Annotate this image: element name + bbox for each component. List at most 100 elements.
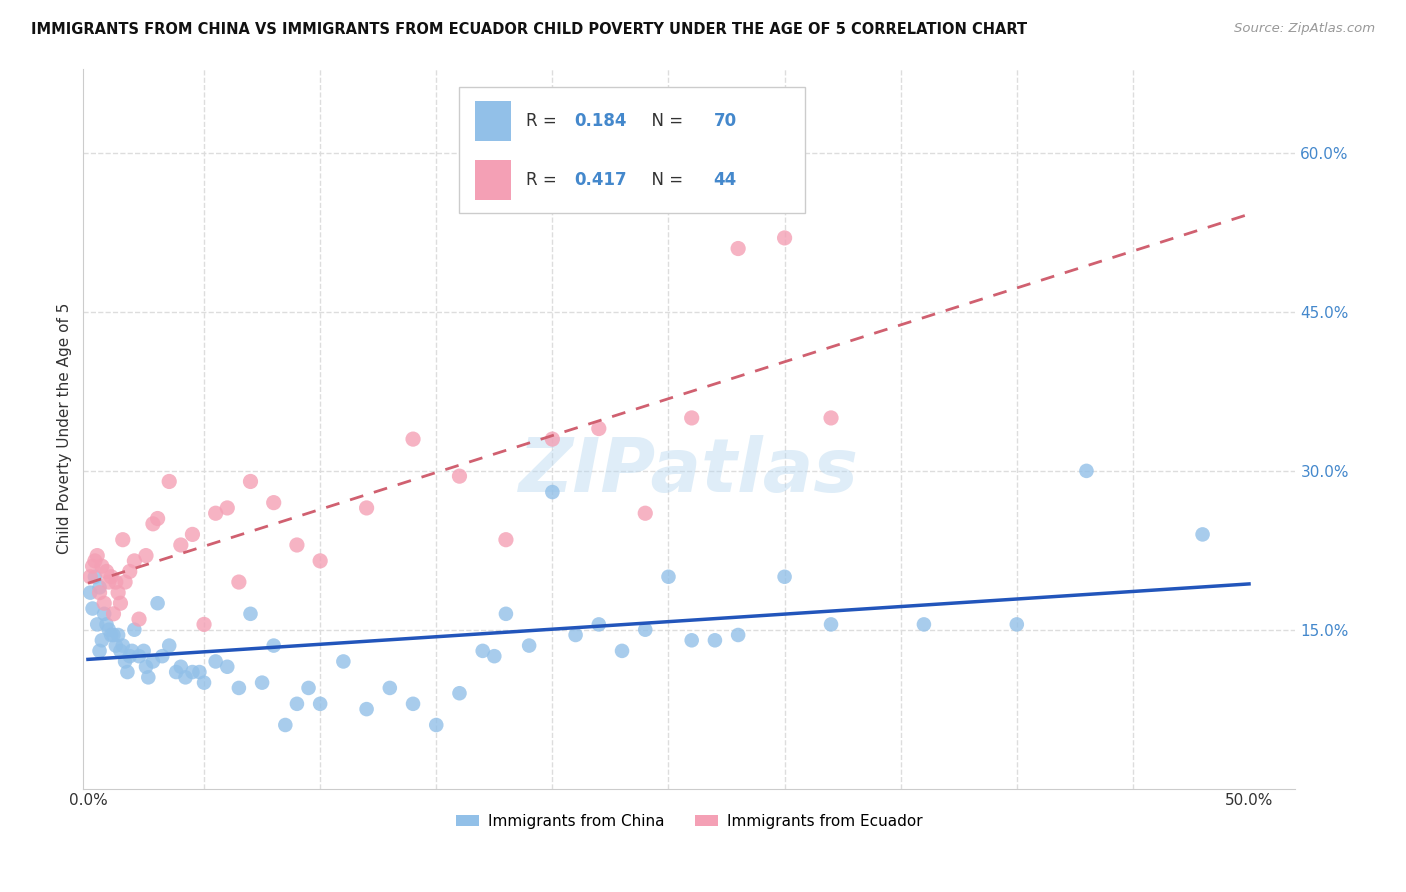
- Point: [97, 575, 120, 590]
- Point: [378, 681, 401, 695]
- Point: [193, 675, 215, 690]
- Point: [181, 527, 204, 541]
- Point: [703, 633, 725, 648]
- Point: [425, 718, 447, 732]
- Point: [471, 644, 494, 658]
- Point: [449, 469, 471, 483]
- Point: [132, 644, 155, 658]
- Point: [136, 670, 159, 684]
- Point: [228, 575, 250, 590]
- Point: [250, 675, 273, 690]
- Point: [104, 575, 127, 590]
- Text: R =: R =: [526, 171, 562, 189]
- Point: [517, 639, 540, 653]
- Point: [332, 655, 354, 669]
- Point: [89, 580, 111, 594]
- Point: [110, 644, 132, 658]
- Text: R =: R =: [526, 112, 562, 130]
- Point: [228, 681, 250, 695]
- Point: [285, 538, 308, 552]
- Point: [157, 475, 180, 489]
- Point: [150, 649, 173, 664]
- Point: [727, 628, 749, 642]
- Point: [820, 411, 842, 425]
- Point: [588, 617, 610, 632]
- Point: [170, 538, 193, 552]
- Point: [83, 554, 105, 568]
- Text: 44: 44: [714, 171, 737, 189]
- Point: [103, 628, 125, 642]
- Point: [402, 432, 425, 446]
- Point: [204, 655, 226, 669]
- Point: [274, 718, 297, 732]
- Point: [117, 665, 139, 679]
- Point: [121, 644, 143, 658]
- Point: [773, 570, 796, 584]
- Point: [564, 628, 586, 642]
- Text: N =: N =: [641, 171, 689, 189]
- Point: [146, 596, 169, 610]
- FancyBboxPatch shape: [475, 161, 512, 200]
- Point: [165, 665, 187, 679]
- Point: [124, 554, 146, 568]
- Point: [193, 617, 215, 632]
- Point: [142, 655, 165, 669]
- Point: [610, 644, 633, 658]
- Point: [681, 411, 703, 425]
- Point: [111, 533, 134, 547]
- Point: [114, 655, 136, 669]
- Point: [118, 649, 141, 664]
- Point: [634, 623, 657, 637]
- Point: [727, 242, 749, 256]
- Point: [170, 659, 193, 673]
- Point: [588, 421, 610, 435]
- Point: [90, 633, 112, 648]
- Point: [912, 617, 935, 632]
- Point: [107, 585, 129, 599]
- Point: [83, 570, 105, 584]
- Legend: Immigrants from China, Immigrants from Ecuador: Immigrants from China, Immigrants from E…: [450, 807, 929, 835]
- Point: [1005, 617, 1028, 632]
- FancyBboxPatch shape: [475, 102, 512, 141]
- Point: [124, 623, 146, 637]
- Text: 70: 70: [714, 112, 737, 130]
- Point: [634, 506, 657, 520]
- Point: [79, 570, 101, 584]
- Point: [93, 596, 115, 610]
- Point: [217, 659, 239, 673]
- Text: 0.184: 0.184: [574, 112, 627, 130]
- Point: [541, 432, 564, 446]
- FancyBboxPatch shape: [460, 87, 804, 212]
- Point: [263, 495, 285, 509]
- Point: [104, 639, 127, 653]
- Point: [484, 649, 506, 664]
- Point: [111, 639, 134, 653]
- Point: [128, 612, 150, 626]
- Point: [86, 617, 108, 632]
- Point: [96, 565, 118, 579]
- Text: N =: N =: [641, 112, 689, 130]
- Point: [174, 670, 197, 684]
- Point: [114, 575, 136, 590]
- Text: 0.417: 0.417: [574, 171, 627, 189]
- Point: [773, 231, 796, 245]
- Point: [128, 649, 150, 664]
- Point: [1191, 527, 1213, 541]
- Point: [309, 697, 332, 711]
- Point: [86, 549, 108, 563]
- Point: [97, 623, 120, 637]
- Point: [681, 633, 703, 648]
- Point: [495, 607, 517, 621]
- Point: [100, 570, 122, 584]
- Text: ZIPatlas: ZIPatlas: [519, 435, 859, 508]
- Point: [356, 500, 378, 515]
- Point: [820, 617, 842, 632]
- Point: [204, 506, 226, 520]
- Point: [118, 565, 141, 579]
- Point: [449, 686, 471, 700]
- Point: [157, 639, 180, 653]
- Point: [82, 601, 104, 615]
- Point: [263, 639, 285, 653]
- Point: [82, 559, 104, 574]
- Point: [495, 533, 517, 547]
